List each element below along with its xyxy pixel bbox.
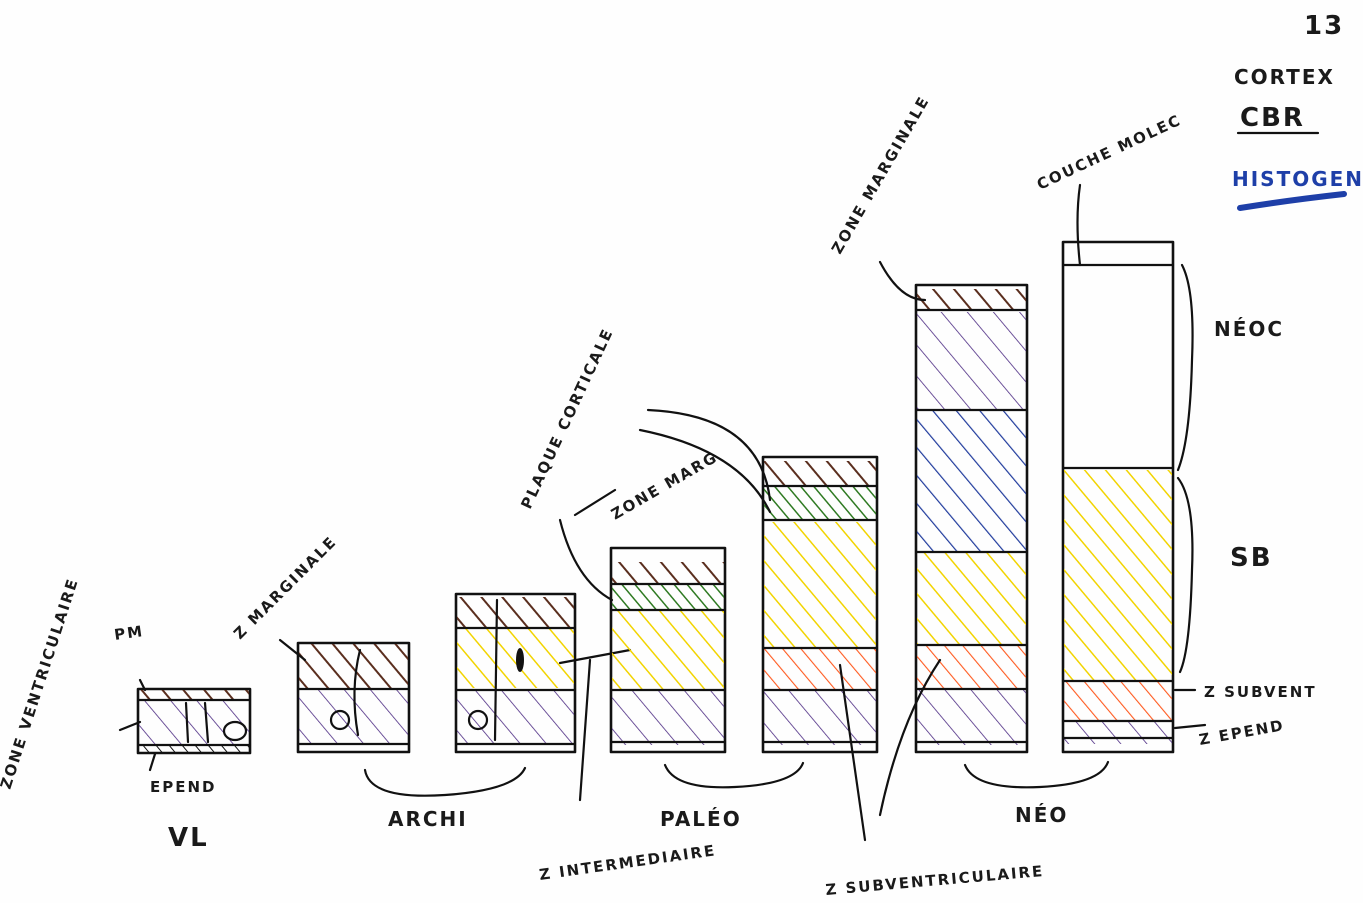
paleo-b-plate-pointer-2 bbox=[638, 428, 772, 514]
label-pm: PM bbox=[113, 622, 145, 644]
archi-bracket bbox=[363, 766, 527, 797]
vl-ependymal-layer bbox=[139, 745, 249, 752]
paleo-b-cortical-plate bbox=[764, 487, 876, 519]
neo-b-sb-brace bbox=[1176, 476, 1194, 674]
label-z-subventriculaire: Z SUBVENTRICULAIRE bbox=[825, 862, 1045, 899]
neo-b-molec-pointer bbox=[1076, 183, 1082, 267]
paleo-bracket bbox=[663, 761, 805, 789]
vl-radial-fibers bbox=[184, 701, 210, 744]
neo-a-box bbox=[914, 283, 1029, 754]
label-z-epend: Z EPEND bbox=[1198, 716, 1286, 749]
archi-b-box bbox=[454, 592, 577, 754]
archi-b-intermediate-zone bbox=[457, 628, 574, 688]
column-vl bbox=[118, 678, 252, 772]
label-neoc: NÉOC bbox=[1214, 317, 1284, 341]
archi-b-radial-fiber bbox=[493, 598, 499, 742]
page-number: 13 bbox=[1304, 11, 1344, 41]
neo-b-box bbox=[1061, 240, 1175, 754]
label-paleo: PALÉO bbox=[660, 807, 742, 831]
column-archi-a bbox=[278, 638, 411, 754]
column-neo-b bbox=[1061, 183, 1207, 754]
label-epend-left: EPEND bbox=[150, 778, 217, 796]
neo-a-subvent-pointer bbox=[878, 658, 942, 817]
paleo-b-plate-pointer bbox=[646, 408, 772, 502]
paleo-b-intermediate-zone bbox=[764, 522, 876, 648]
neo-bracket bbox=[963, 760, 1110, 789]
neo-a-marg-pointer bbox=[878, 260, 927, 302]
archi-a-cell-icon bbox=[329, 709, 351, 731]
neo-a-marginal-zone bbox=[917, 289, 1026, 310]
paleo-a-box bbox=[609, 546, 727, 754]
label-plaque-corticale: PLAQUE CORTICALE bbox=[517, 325, 617, 512]
vl-cell-icon bbox=[222, 720, 248, 742]
neo-a-cortical-plate bbox=[917, 312, 1026, 410]
paleo-a-intermediate-zone bbox=[612, 611, 724, 689]
label-z-marginale-1: Z MARGINALE bbox=[230, 532, 340, 642]
paleo-b-subvent-pointer bbox=[838, 663, 867, 842]
paleo-a-inter-pointer bbox=[578, 658, 592, 802]
paleo-b-subventricular-zone bbox=[764, 649, 876, 689]
column-paleo-a bbox=[558, 488, 727, 802]
label-z-subvent: Z SUBVENT bbox=[1204, 683, 1317, 701]
archi-a-marginal-zone bbox=[299, 644, 408, 688]
vl-box bbox=[136, 687, 252, 755]
paleo-b-marginal-zone bbox=[764, 461, 876, 486]
paleo-a-marginal-zone bbox=[612, 562, 724, 584]
column-archi-b bbox=[454, 592, 632, 754]
neo-b-subventricular-zone bbox=[1064, 682, 1172, 720]
paleo-b-box bbox=[761, 455, 879, 754]
label-zone-marginale-top: ZONE MARGINALE bbox=[828, 92, 933, 257]
paleo-a-cortical-plate bbox=[612, 584, 724, 610]
archi-a-pointer bbox=[278, 638, 307, 662]
neo-b-subplate bbox=[1064, 470, 1172, 680]
legend-histogen: HISTOGEN bbox=[1232, 167, 1363, 191]
neo-a-subventricular-zone bbox=[917, 646, 1026, 688]
vl-pointer-lines bbox=[118, 678, 157, 772]
paleo-a-ventricular-zone bbox=[612, 690, 724, 745]
paleo-b-ventricular-zone bbox=[764, 690, 876, 745]
label-zone-marg: ZONE MARG bbox=[608, 448, 721, 524]
vl-pm-layer bbox=[139, 690, 249, 700]
paleo-a-marg-pointer bbox=[573, 488, 617, 517]
legend-cortex: CORTEX bbox=[1234, 65, 1335, 89]
archi-b-neuron bbox=[516, 648, 524, 672]
neo-b-ventricular-zone bbox=[1064, 722, 1172, 744]
label-neo: NÉO bbox=[1015, 803, 1068, 827]
neo-a-yellow-zone bbox=[917, 553, 1026, 645]
paleo-a-plate-pointer bbox=[558, 518, 614, 602]
column-neo-a bbox=[878, 260, 1029, 817]
label-archi: ARCHI bbox=[388, 807, 468, 831]
neo-b-neoc-brace bbox=[1176, 263, 1194, 472]
neo-a-ventricular-zone bbox=[917, 690, 1026, 745]
label-vl: VL bbox=[168, 823, 209, 853]
column-paleo-b bbox=[638, 408, 879, 842]
legend-cbr: CBR bbox=[1240, 103, 1305, 133]
label-couche-molec: COUCHE MOLEC bbox=[1034, 111, 1184, 194]
legend-histogen-underline bbox=[1237, 191, 1347, 211]
archi-b-cell-icon bbox=[467, 709, 489, 731]
label-zone-ventriculaire: ZONE VENTRICULAIRE bbox=[0, 575, 82, 791]
archi-a-radial-fiber bbox=[353, 648, 362, 737]
label-sb: SB bbox=[1230, 543, 1273, 573]
label-z-intermediaire: Z INTERMEDIAIRE bbox=[538, 841, 717, 884]
neo-b-epend-tick bbox=[1173, 723, 1207, 730]
neo-a-intermediate-blue bbox=[917, 411, 1026, 551]
archi-b-marginal-zone bbox=[457, 597, 574, 627]
archi-a-box bbox=[296, 641, 411, 754]
archi-b-ventricular-zone bbox=[457, 690, 574, 745]
